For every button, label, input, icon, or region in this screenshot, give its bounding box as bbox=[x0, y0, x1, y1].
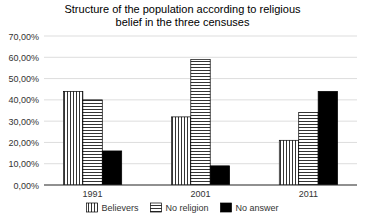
legend-label: Believers bbox=[101, 203, 139, 213]
bar bbox=[63, 91, 82, 185]
bar bbox=[191, 59, 210, 185]
y-tick-label: 20,00% bbox=[8, 138, 39, 148]
title: Structure of the population according to… bbox=[64, 3, 301, 28]
bar bbox=[83, 100, 102, 185]
x-tick-label: 1991 bbox=[83, 189, 103, 199]
grid-line bbox=[44, 185, 357, 186]
legend-swatch bbox=[86, 203, 97, 212]
grid-line bbox=[44, 57, 357, 58]
grid bbox=[44, 36, 357, 185]
y-tick-label: 30,00% bbox=[8, 117, 39, 127]
bar bbox=[171, 117, 190, 185]
y-tick-label: 50,00% bbox=[8, 74, 39, 84]
legend-label: No religion bbox=[165, 203, 208, 213]
bar bbox=[102, 151, 121, 185]
x-tick-label: 2011 bbox=[299, 189, 318, 199]
bars bbox=[63, 59, 337, 185]
legend-swatch bbox=[150, 203, 161, 212]
legend-swatch bbox=[221, 203, 232, 212]
y-tick-label: 60,00% bbox=[8, 53, 39, 63]
chart: Structure of the population according to… bbox=[0, 0, 365, 219]
y-tick-label: 40,00% bbox=[8, 95, 39, 105]
grid-line bbox=[44, 36, 357, 37]
y-tick-label: 0,00% bbox=[13, 181, 39, 191]
bar bbox=[210, 166, 229, 185]
legend-label: No answer bbox=[236, 203, 279, 213]
bar bbox=[318, 91, 337, 185]
y-tick-label: 70,00% bbox=[8, 32, 39, 42]
legend: Believers No religion No answer bbox=[86, 203, 278, 213]
x-axis bbox=[44, 185, 357, 186]
y-tick-label: 10,00% bbox=[8, 159, 39, 169]
bar bbox=[279, 140, 298, 185]
bar bbox=[299, 113, 318, 185]
x-tick-label: 2001 bbox=[190, 189, 210, 199]
